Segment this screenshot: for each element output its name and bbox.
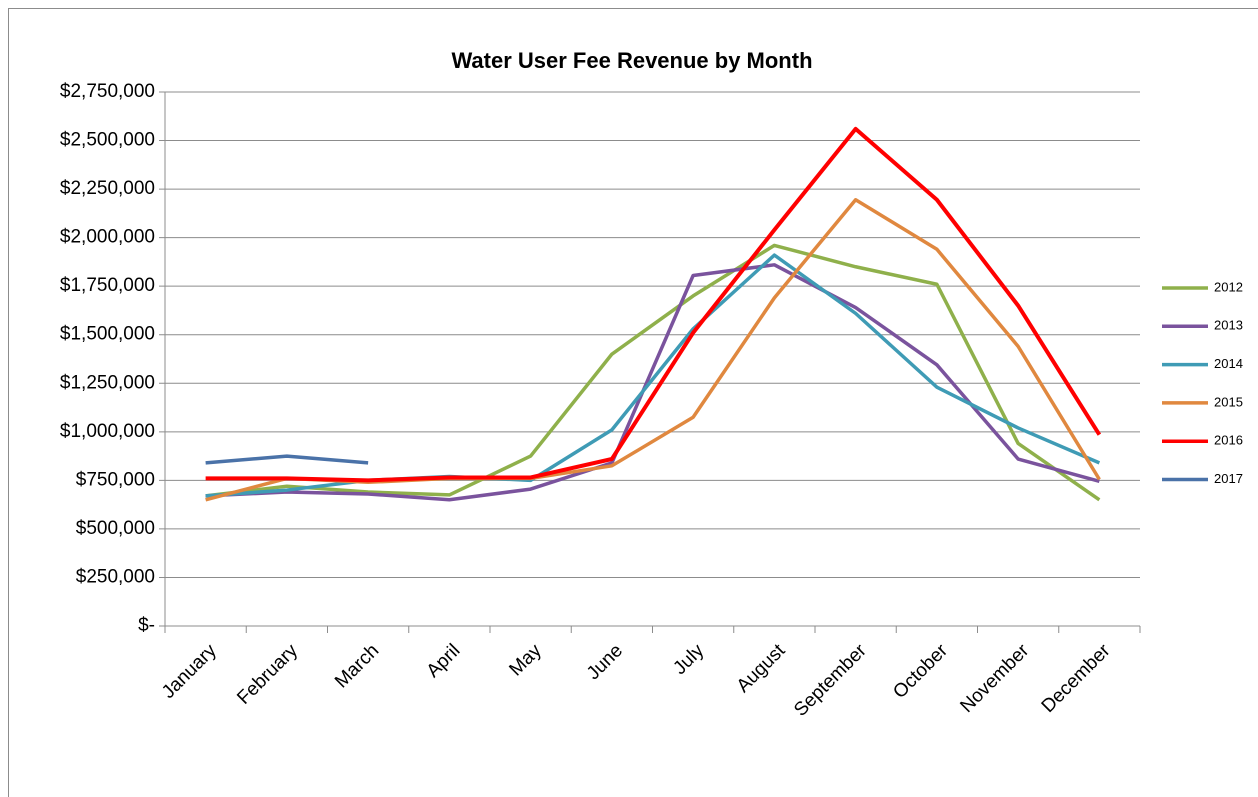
x-tick-label: December xyxy=(1038,640,1115,717)
chart-title: Water User Fee Revenue by Month xyxy=(451,48,812,73)
x-tick-label: November xyxy=(956,640,1033,717)
y-tick-label: $1,250,000 xyxy=(60,372,155,393)
y-tick-label: $250,000 xyxy=(76,566,155,587)
y-tick-label: $500,000 xyxy=(76,518,155,539)
x-tick-label: August xyxy=(733,640,790,697)
x-tick-label: July xyxy=(669,640,708,679)
legend-label: 2017 xyxy=(1214,471,1243,486)
series-line xyxy=(205,198,1101,502)
chart-border xyxy=(8,8,1258,797)
x-tick-label: April xyxy=(423,640,465,682)
legend-label: 2012 xyxy=(1214,279,1243,294)
legend-label: 2015 xyxy=(1214,394,1243,409)
x-tick-label: October xyxy=(889,640,952,703)
x-tick-label: March xyxy=(331,640,383,692)
series-line xyxy=(205,263,1100,502)
y-tick-label: $1,750,000 xyxy=(60,275,155,296)
legend-label: 2014 xyxy=(1214,356,1243,371)
x-tick-label: May xyxy=(505,640,546,681)
x-tick-label: February xyxy=(233,640,302,709)
y-tick-label: $1,000,000 xyxy=(60,421,155,442)
series-line xyxy=(205,126,1102,483)
x-tick-label: June xyxy=(583,640,627,684)
y-tick-label: $- xyxy=(138,615,155,636)
y-tick-label: $1,500,000 xyxy=(60,324,155,345)
y-tick-label: $2,250,000 xyxy=(60,178,155,199)
series-line xyxy=(205,454,369,465)
y-tick-label: $2,000,000 xyxy=(60,227,155,248)
series-line xyxy=(205,243,1101,502)
x-tick-label: September xyxy=(790,640,871,721)
y-tick-label: $750,000 xyxy=(76,469,155,490)
x-tick-label: January xyxy=(158,640,221,703)
legend-label: 2013 xyxy=(1214,318,1243,333)
legend-label: 2016 xyxy=(1214,433,1243,448)
y-tick-label: $2,500,000 xyxy=(60,130,155,151)
y-tick-label: $2,750,000 xyxy=(60,81,155,102)
